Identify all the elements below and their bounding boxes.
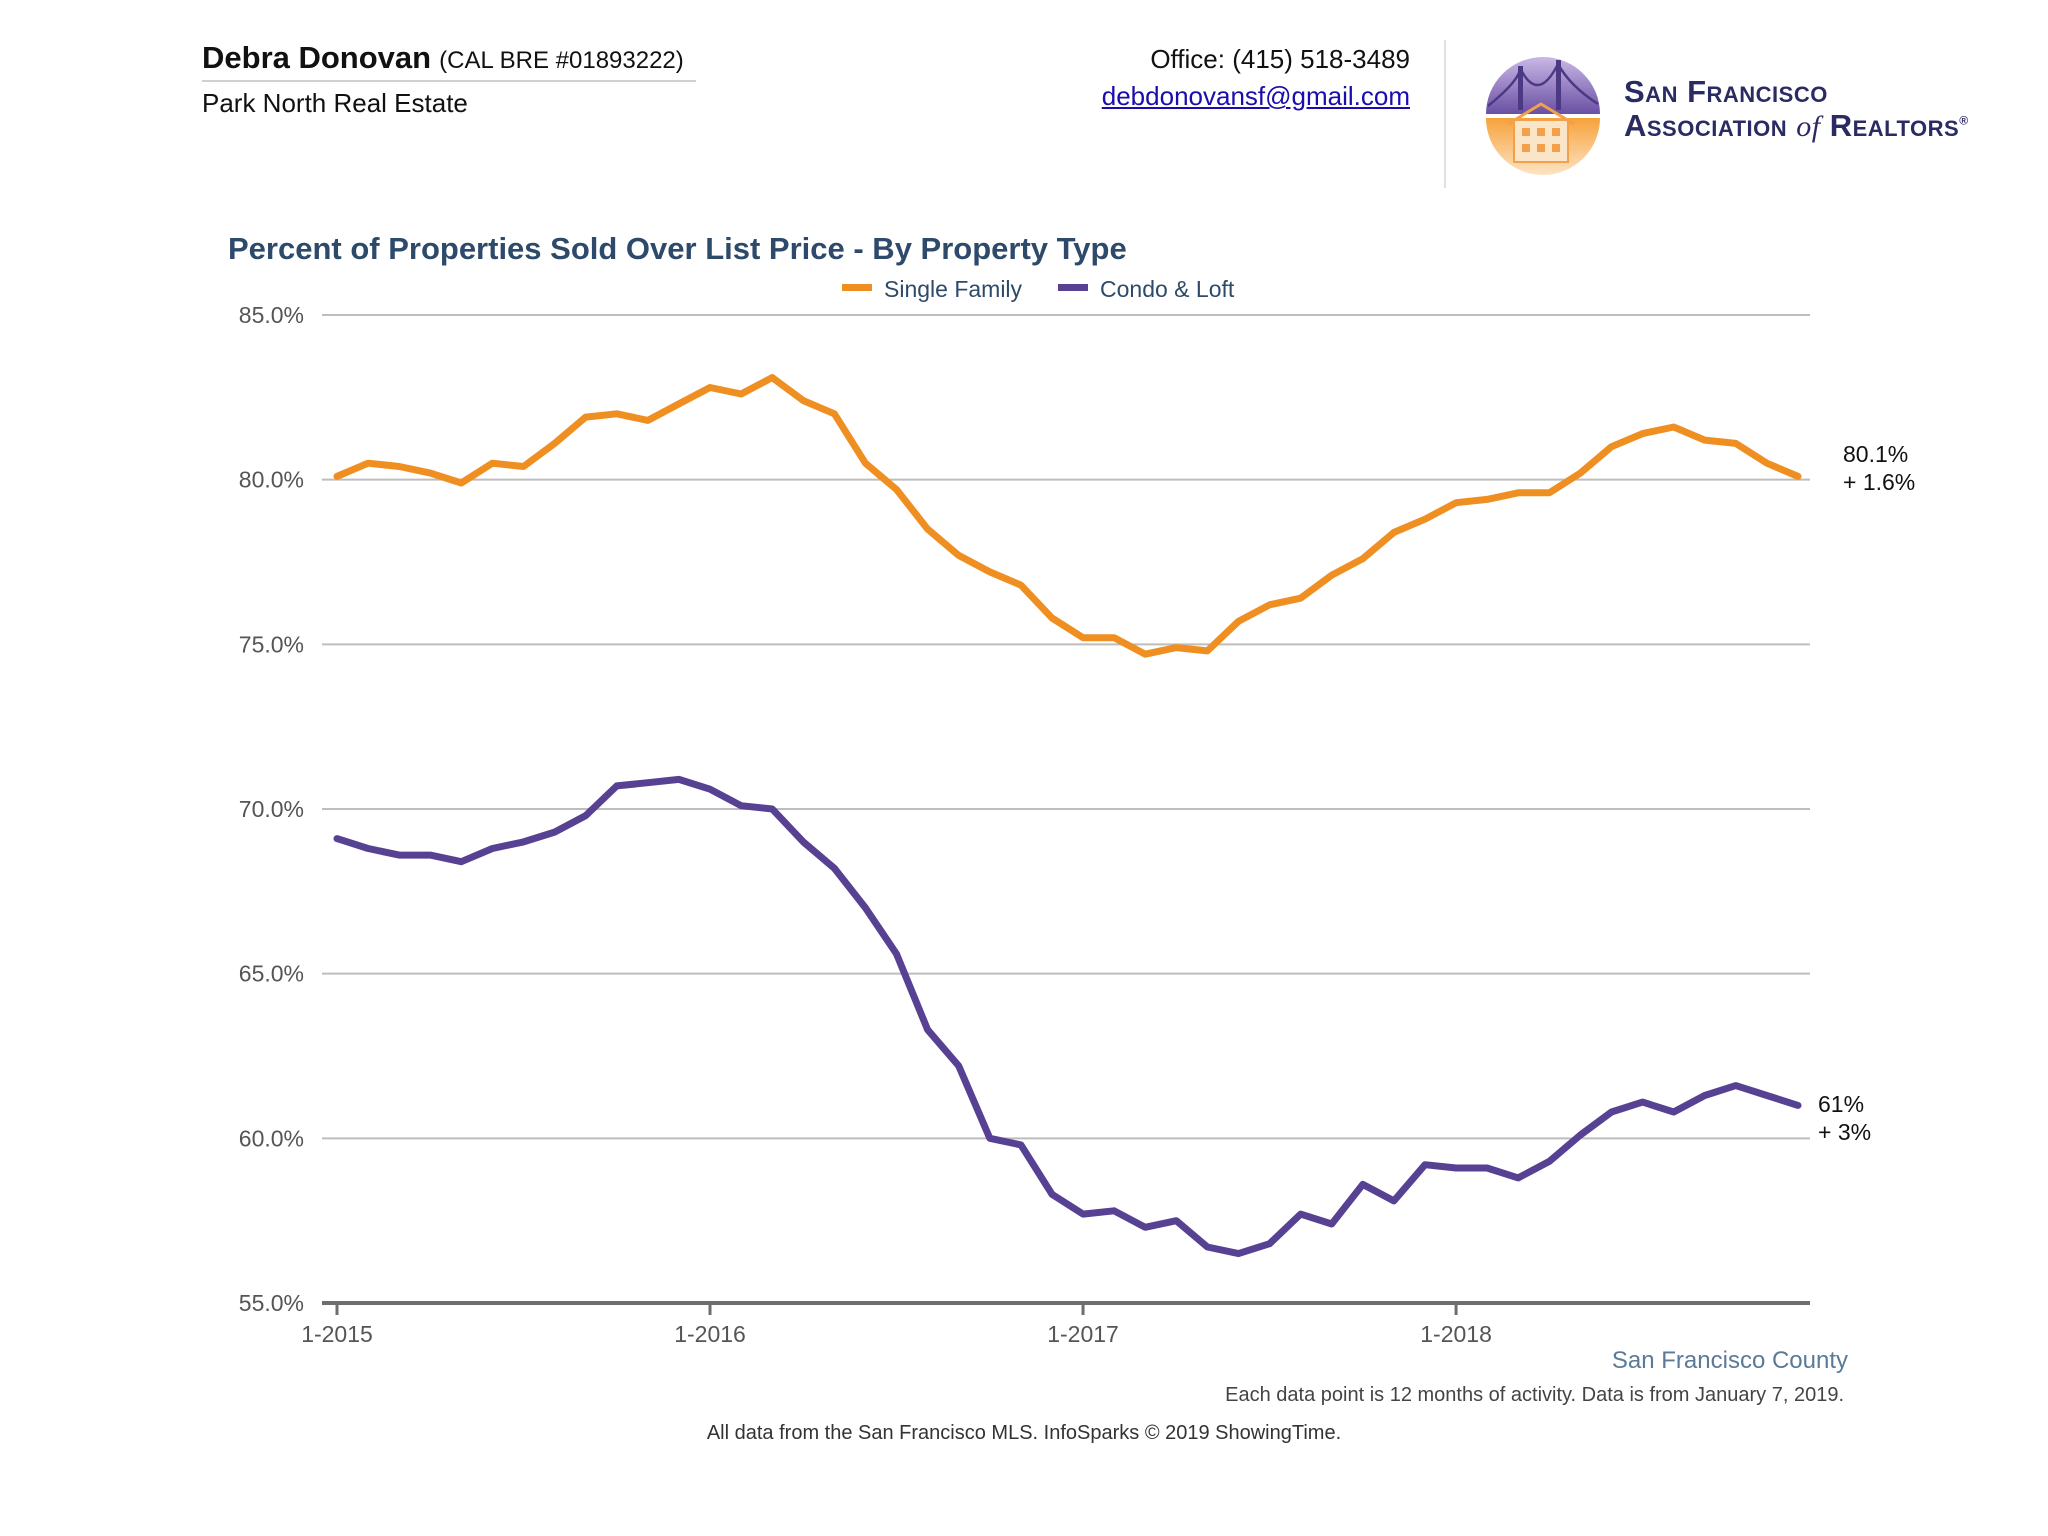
x-tick-label: 1-2017 xyxy=(1047,1321,1119,1347)
region-label: San Francisco County xyxy=(1612,1347,1848,1374)
office-phone: Office: (415) 518-3489 xyxy=(1150,44,1410,74)
end-change-single-family: + 1.6% xyxy=(1843,469,1915,495)
logo-line-1: San Francisco xyxy=(1624,74,1969,110)
y-tick-label: 80.0% xyxy=(239,467,304,493)
logo-registered-mark: ® xyxy=(1959,113,1969,128)
logo-line-2: Association of Realtors® xyxy=(1624,108,1969,144)
series-line-condo-loft xyxy=(333,775,1802,1258)
agent-divider xyxy=(202,80,696,82)
end-change-condo-loft: + 3% xyxy=(1818,1119,1871,1145)
y-tick-label: 75.0% xyxy=(239,631,304,657)
sfar-logo-wordmark: San Francisco Association of Realtors® xyxy=(1624,74,1969,144)
x-tick-label: 1-2018 xyxy=(1420,1321,1492,1347)
agent-name: Debra Donovan xyxy=(202,40,432,75)
x-tick-label: 1-2015 xyxy=(301,1321,373,1347)
end-label-single-family: 80.1% xyxy=(1843,441,1908,467)
logo-san-francisco: San Francisco xyxy=(1624,74,1828,109)
end-label-condo-loft: 61% xyxy=(1818,1091,1864,1117)
series-line-single-family xyxy=(333,374,1802,658)
y-tick-label: 70.0% xyxy=(239,796,304,822)
legend-label-single-family: Single Family xyxy=(884,276,1023,302)
chart-title: Percent of Properties Sold Over List Pri… xyxy=(228,231,1127,266)
sfar-logo-emblem-icon xyxy=(1486,57,1600,175)
chart-gridlines xyxy=(322,314,1810,1140)
logo-association: Association xyxy=(1624,108,1797,143)
contact-info: Office: (415) 518-3489 debdonovansf@gmai… xyxy=(990,44,1410,112)
header-vertical-divider xyxy=(1444,40,1446,188)
series-end-labels: 80.1% + 1.6% 61% + 3% xyxy=(1818,441,1915,1145)
x-tick-label: 1-2016 xyxy=(674,1321,746,1347)
agent-name-line: Debra Donovan (CAL BRE #01893222) xyxy=(202,40,702,76)
legend-swatch-single-family xyxy=(842,284,872,291)
agent-company: Park North Real Estate xyxy=(202,88,468,118)
agent-license: (CAL BRE #01893222) xyxy=(439,47,684,74)
y-axis: 85.0% 80.0% 75.0% 70.0% 65.0% 60.0% 55.0% xyxy=(239,302,304,1316)
y-tick-label: 60.0% xyxy=(239,1125,304,1151)
data-note: Each data point is 12 months of activity… xyxy=(1225,1384,1844,1406)
logo-realtors: Realtors xyxy=(1820,108,1960,143)
x-axis: 1-2015 1-2016 1-2017 1-2018 xyxy=(301,1301,1810,1347)
sfar-logo: San Francisco Association of Realtors® xyxy=(1478,46,2018,176)
email-link[interactable]: debdonovansf@gmail.com xyxy=(1101,81,1410,111)
y-tick-label: 85.0% xyxy=(239,302,304,328)
y-tick-label: 55.0% xyxy=(239,1290,304,1316)
legend-swatch-condo-loft xyxy=(1058,284,1088,291)
chart-legend: Single Family Condo & Loft xyxy=(842,276,1235,302)
series-lines xyxy=(333,374,1802,1258)
legend-label-condo-loft: Condo & Loft xyxy=(1100,276,1235,302)
y-tick-label: 65.0% xyxy=(239,961,304,987)
source-note: All data from the San Francisco MLS. Inf… xyxy=(707,1422,1341,1444)
agent-info: Debra Donovan (CAL BRE #01893222) Park N… xyxy=(202,40,702,119)
logo-of: of xyxy=(1796,110,1821,143)
